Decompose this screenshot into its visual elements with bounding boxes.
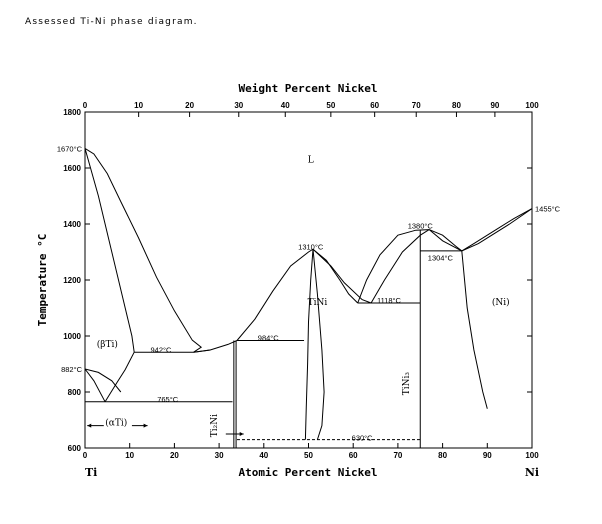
phase-boundary-line (304, 249, 314, 440)
phase-boundary-line (370, 229, 430, 304)
temperature-annotation: 765°C (157, 395, 179, 404)
top-axis-title: Weight Percent Nickel (238, 82, 377, 95)
temperature-annotation: 630°C (352, 433, 374, 442)
phase-label: TiNi₃ (402, 372, 412, 396)
phase-boundary-line (84, 147, 203, 353)
y-axis-title: Temperature °C (36, 234, 49, 327)
x-tick-label: 60 (349, 451, 358, 460)
phase-boundary-line (461, 250, 488, 409)
y-tick-label: 800 (68, 388, 82, 397)
x-tick-label: 100 (525, 451, 539, 460)
phase-label: (Ni) (492, 297, 510, 308)
ti-end-label: Ti (85, 466, 97, 479)
temperature-annotation: 1118°C (377, 296, 402, 305)
top-tick-label: 50 (326, 101, 335, 110)
y-tick-label: 1200 (63, 276, 81, 285)
x-tick-label: 80 (438, 451, 447, 460)
phase-boundary-line (312, 249, 325, 440)
top-tick-label: 80 (452, 101, 461, 110)
top-tick-label: 10 (134, 101, 143, 110)
x-axis-title: Atomic Percent Nickel (238, 466, 377, 479)
top-tick-label: 100 (525, 101, 539, 110)
phase-boundary-line (84, 148, 135, 353)
phase-boundary-line (312, 248, 359, 304)
phase-boundary-line (104, 351, 135, 403)
ti2ni-arrow-head (239, 432, 244, 436)
temperature-annotation: 984°C (258, 333, 280, 342)
y-tick-label: 600 (68, 444, 82, 453)
phase-boundary-line (312, 248, 372, 304)
x-tick-label: 50 (304, 451, 313, 460)
top-tick-label: 30 (234, 101, 243, 110)
y-tick-label: 1000 (63, 332, 81, 341)
temperature-annotation: 1380°C (408, 221, 434, 230)
temperature-annotation: 942°C (151, 345, 173, 354)
phase-boundary-line (428, 208, 533, 252)
top-tick-label: 40 (281, 101, 290, 110)
phase-label: (βTi) (97, 339, 118, 350)
phase-boundary-line (84, 368, 122, 393)
x-tick-label: 30 (215, 451, 224, 460)
phase-label: (αTi) (105, 418, 127, 429)
x-tick-label: 40 (259, 451, 268, 460)
top-tick-label: 20 (185, 101, 194, 110)
figure-caption: Assessed Ti-Ni phase diagram. (25, 17, 198, 27)
phase-boundary-line (193, 349, 211, 353)
phase-label: Ti₂Ni (210, 414, 220, 437)
phase-label: L (308, 155, 314, 165)
ni-end-label: Ni (525, 466, 539, 479)
temperature-annotation: 1455°C (535, 205, 561, 214)
temperature-annotation: 1304°C (428, 254, 454, 263)
top-tick-label: 0 (83, 101, 88, 110)
phase-boundary-line (236, 248, 314, 341)
x-tick-label: 70 (393, 451, 402, 460)
top-tick-label: 70 (412, 101, 421, 110)
phase-boundary-line (357, 229, 463, 304)
x-tick-label: 20 (170, 451, 179, 460)
alpha-arrow-right-head (143, 423, 148, 428)
y-tick-label: 1400 (63, 220, 81, 229)
y-tick-label: 1600 (63, 164, 81, 173)
phase-boundary-line (84, 368, 106, 403)
phase-label: TiNi (308, 298, 328, 308)
x-tick-label: 90 (483, 451, 492, 460)
top-tick-label: 90 (490, 101, 499, 110)
x-tick-label: 0 (83, 451, 88, 460)
temperature-annotation: 882°C (61, 365, 83, 374)
temperature-annotation: 1310°C (298, 242, 324, 251)
y-tick-label: 1800 (63, 108, 81, 117)
alpha-arrow-left-head (87, 423, 92, 428)
temperature-annotation: 1670°C (57, 144, 83, 153)
top-tick-label: 60 (370, 101, 379, 110)
phase-boundary-line (461, 208, 533, 252)
x-tick-label: 10 (125, 451, 134, 460)
